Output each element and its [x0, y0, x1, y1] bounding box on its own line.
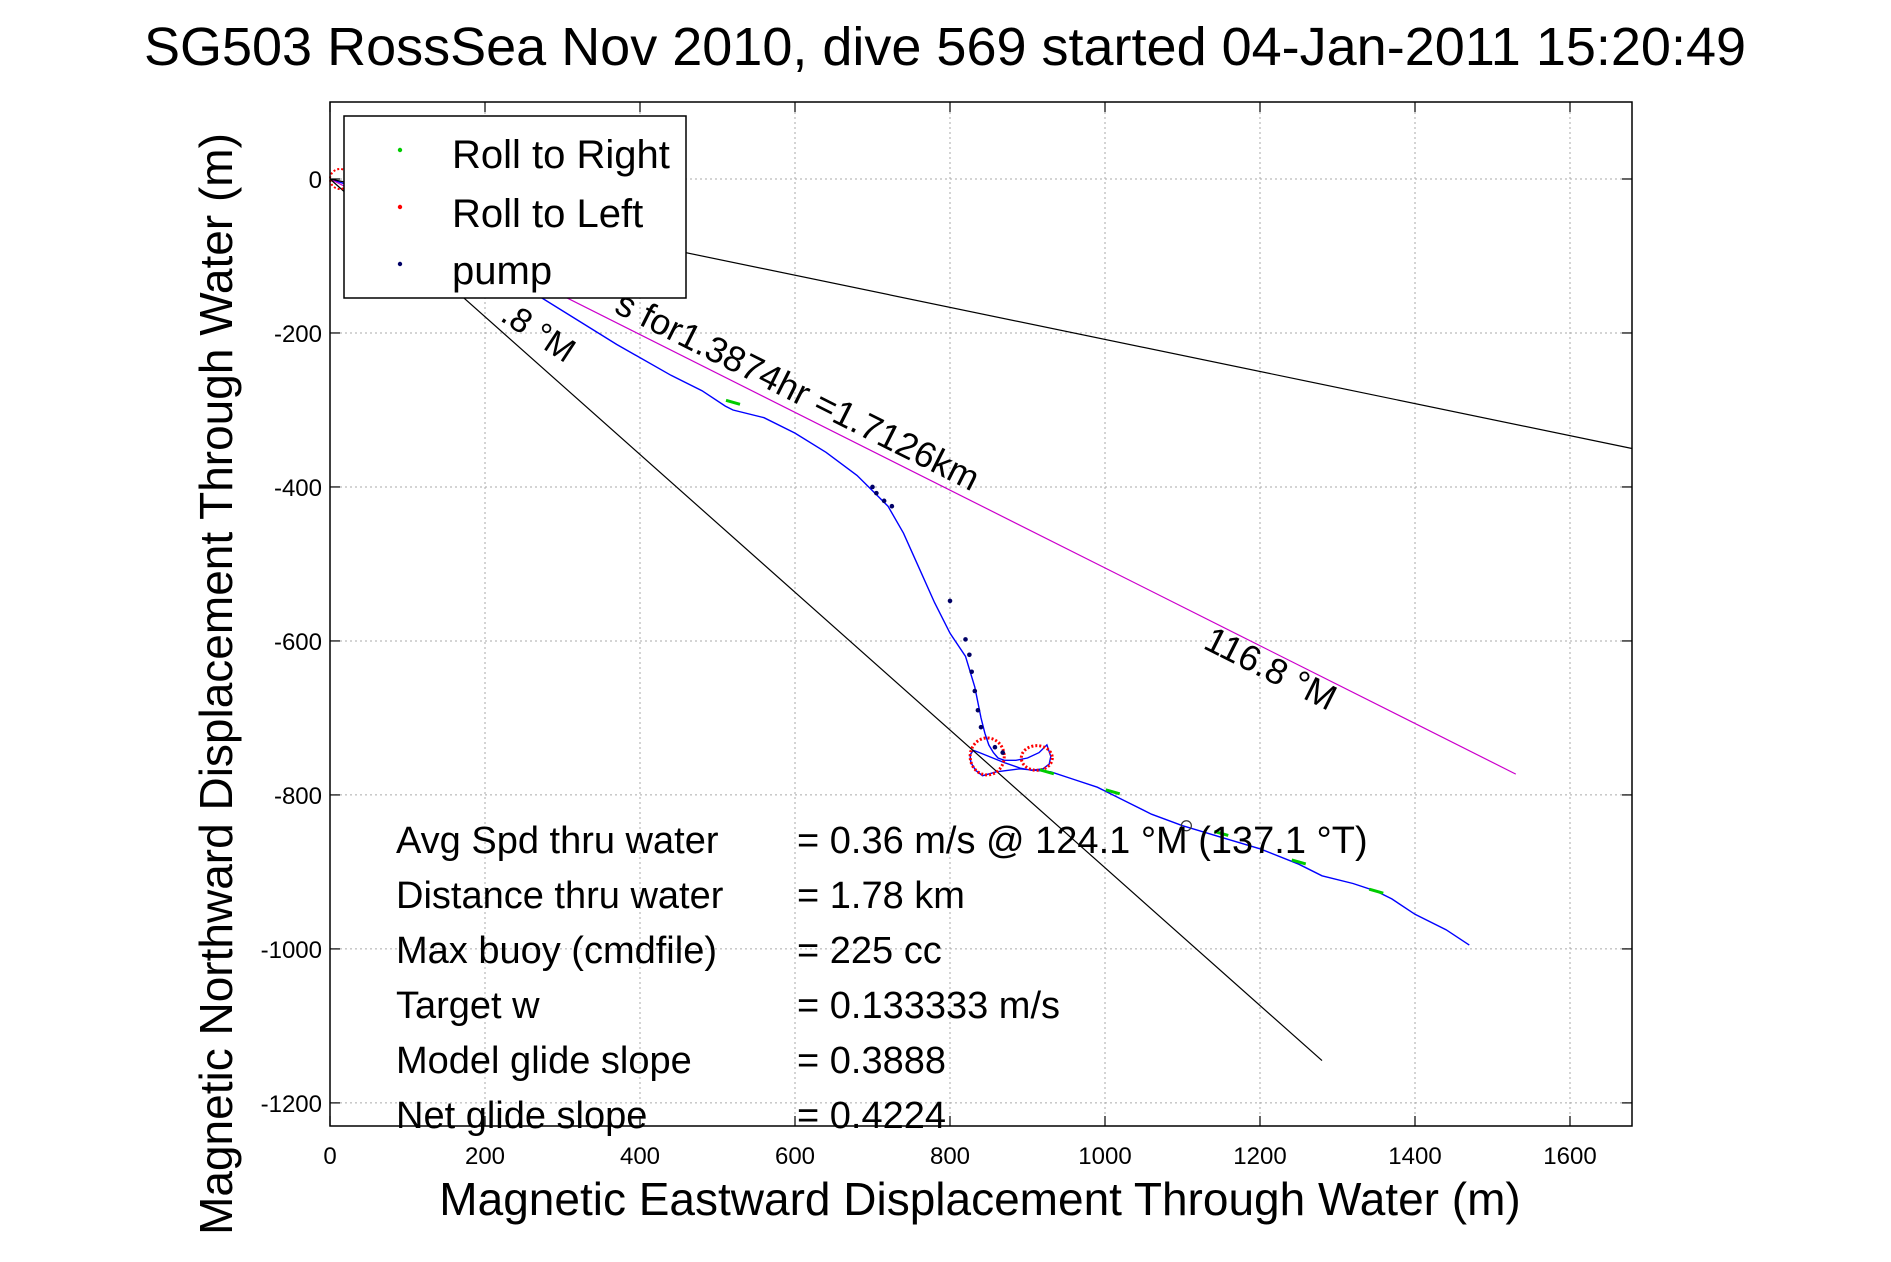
roll-left-loop: [968, 736, 1006, 777]
stat-label: Model glide slope: [396, 1040, 692, 1082]
y-tick-label: -400: [274, 475, 322, 502]
legend-label-roll-right: Roll to Right: [452, 133, 670, 177]
y-tick-label: -1200: [261, 1091, 322, 1118]
roll-left-loop: [1019, 744, 1054, 772]
pump-point: [963, 637, 968, 642]
plot-frame: [329, 101, 1633, 1127]
axis-ticks: 0 200 400 600 800 1000 1200 1400 1600 0 -200 -400 -6…: [261, 102, 1632, 1170]
average-track-label: s for1.3874hr =1.7126km: [609, 282, 986, 499]
stat-label: Max buoy (cmdfile): [396, 930, 717, 972]
x-tick-label: 0: [323, 1143, 336, 1170]
y-axis-label: Magnetic Northward Displacement Through …: [190, 133, 242, 1235]
plot-area: s for1.3874hr =1.7126km 116.8 °M .8 °M: [329, 167, 1633, 1062]
x-tick-label: 600: [775, 1143, 815, 1170]
x-tick-label: 1600: [1543, 1143, 1596, 1170]
x-tick-label: 1400: [1388, 1143, 1441, 1170]
stat-label: Distance thru water: [396, 875, 724, 917]
pump-point: [967, 652, 972, 658]
end-marker-circle: [1180, 820, 1192, 832]
x-tick-label: 1200: [1233, 1143, 1286, 1170]
pump-point: [969, 669, 974, 675]
pump-point: [1000, 750, 1005, 755]
stat-value: = 0.3888: [797, 1040, 946, 1082]
x-tick-label: 400: [620, 1143, 660, 1170]
y-tick-label: -1000: [261, 937, 322, 964]
x-tick-label: 1000: [1078, 1143, 1131, 1170]
pump-point: [947, 598, 953, 604]
legend-label-roll-left: Roll to Left: [452, 192, 643, 236]
x-tick-label: 800: [930, 1143, 970, 1170]
stat-value: = 225 cc: [797, 930, 942, 972]
roll-right-point: [1213, 829, 1229, 837]
y-tick-label: -200: [274, 321, 322, 348]
y-tick-label: -600: [274, 629, 322, 656]
reference-heading-label: .8 °M: [495, 295, 583, 371]
series-track: [329, 178, 1470, 946]
y-tick-label: 0: [309, 167, 322, 194]
pump-point: [972, 688, 978, 694]
pump-point: [975, 707, 981, 713]
roll-right-point: [1291, 858, 1307, 866]
legend-marker-pump: [397, 261, 403, 267]
stat-value: = 0.133333 m/s: [797, 985, 1060, 1027]
x-axis-label: Magnetic Eastward Displacement Through W…: [439, 1173, 1520, 1225]
pump-point: [978, 724, 984, 730]
pump-point: [889, 503, 895, 509]
stat-label: Net glide slope: [396, 1095, 647, 1137]
x-tick-label: 200: [465, 1143, 505, 1170]
legend-label-pump: pump: [452, 249, 552, 293]
chart-title: SG503 RossSea Nov 2010, dive 569 started…: [144, 17, 1746, 77]
y-tick-label: -800: [274, 783, 322, 810]
dive-stats: Avg Spd thru water = 0.36 m/s @ 124.1 °M …: [396, 820, 1368, 1137]
roll-right-point: [1368, 887, 1384, 895]
stat-value: = 0.4224: [797, 1095, 946, 1137]
legend-marker-roll-right: [397, 147, 403, 153]
stat-value: = 1.78 km: [797, 875, 965, 917]
roll-right-point: [1039, 768, 1055, 776]
stat-label: Avg Spd thru water: [396, 820, 719, 862]
stat-label: Target w: [396, 985, 540, 1027]
legend-marker-roll-left: [397, 204, 403, 210]
stat-value: = 0.36 m/s @ 124.1 °M (137.1 °T): [797, 820, 1368, 862]
roll-right-point: [725, 398, 741, 406]
legend: Roll to Right Roll to Left pump: [343, 115, 687, 299]
average-heading-label: 116.8 °M: [1198, 618, 1343, 718]
pump-point: [870, 484, 875, 490]
grid-lines: [329, 102, 1632, 1126]
roll-right-point: [1105, 788, 1121, 796]
pump-point: [874, 490, 879, 496]
pump-point: [881, 498, 887, 504]
series-reference-line-2: [329, 178, 1323, 1062]
pump-point: [992, 744, 998, 750]
